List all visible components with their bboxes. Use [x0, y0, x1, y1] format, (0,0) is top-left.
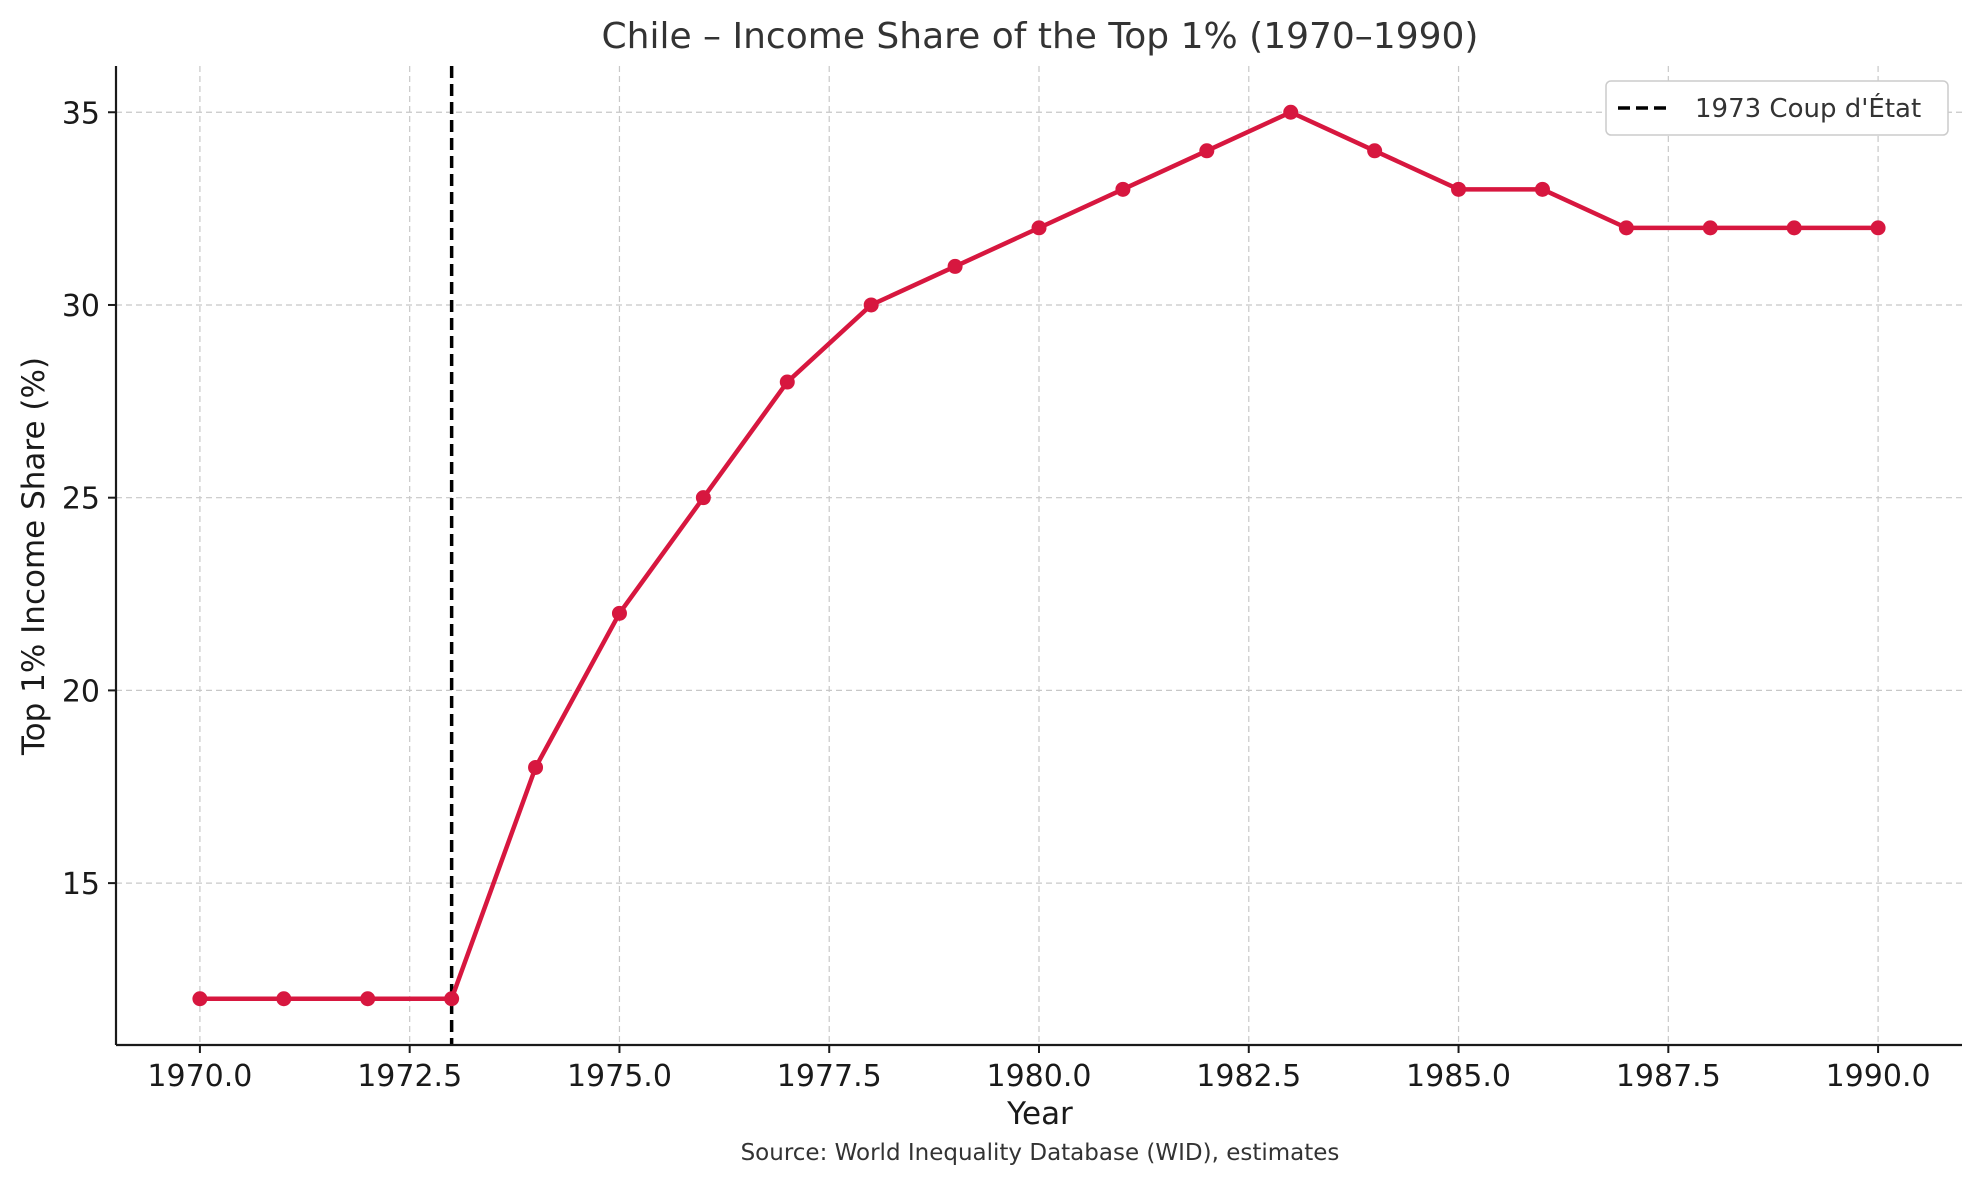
grid: [116, 66, 1962, 1045]
data-point-1988: [1702, 220, 1718, 236]
source-note: Source: World Inequality Database (WID),…: [741, 1140, 1340, 1166]
x-tick-label-0: 1970.0: [147, 1059, 252, 1094]
data-point-1971: [276, 991, 292, 1007]
data-point-1984: [1367, 143, 1383, 159]
legend-box: [1605, 80, 1949, 136]
chart-title: Chile – Income Share of the Top 1% (1970…: [602, 16, 1479, 57]
series-layer: [192, 104, 1886, 1007]
x-tick-label-8: 1990.0: [1826, 1059, 1931, 1094]
y-ticks: 15 20 25 30 35: [62, 96, 116, 902]
data-point-1972: [360, 991, 376, 1007]
data-point-1983: [1283, 104, 1299, 120]
data-point-1973: [444, 991, 460, 1007]
y-tick-label-1: 20: [62, 674, 100, 709]
data-point-1976: [695, 490, 711, 506]
data-point-1985: [1451, 181, 1467, 197]
y-axis-label: Top 1% Income Share (%): [16, 357, 52, 756]
data-point-1970: [192, 991, 208, 1007]
x-tick-label-2: 1975.0: [567, 1059, 672, 1094]
x-tick-label-7: 1987.5: [1616, 1059, 1721, 1094]
data-point-1979: [947, 258, 963, 274]
data-point-1974: [528, 759, 544, 775]
x-tick-label-3: 1977.5: [777, 1059, 882, 1094]
data-point-1982: [1199, 143, 1215, 159]
x-axis-label: Year: [1006, 1096, 1073, 1132]
y-tick-label-2: 25: [62, 482, 100, 517]
x-tick-label-1: 1972.5: [357, 1059, 462, 1094]
x-tick-label-6: 1985.0: [1406, 1059, 1511, 1094]
legend: 1973 Coup d'État: [1605, 80, 1949, 136]
data-point-1989: [1786, 220, 1802, 236]
data-point-1980: [1031, 220, 1047, 236]
data-point-1990: [1870, 220, 1886, 236]
data-point-1975: [611, 605, 627, 621]
data-point-1978: [863, 297, 879, 313]
y-tick-label-0: 15: [62, 867, 100, 902]
y-tick-label-3: 30: [62, 289, 100, 324]
data-point-1986: [1534, 181, 1550, 197]
data-point-1977: [779, 374, 795, 390]
x-tick-label-4: 1980.0: [987, 1059, 1092, 1094]
data-point-1981: [1115, 181, 1131, 197]
data-point-1987: [1618, 220, 1634, 236]
x-tick-label-5: 1982.5: [1196, 1059, 1301, 1094]
legend-label-vline: 1973 Coup d'État: [1695, 92, 1921, 124]
y-tick-label-4: 35: [62, 96, 100, 131]
x-ticks: 1970.0 1972.5 1975.0 1977.5 1980.0 1982.5 1985…: [147, 1045, 1931, 1094]
